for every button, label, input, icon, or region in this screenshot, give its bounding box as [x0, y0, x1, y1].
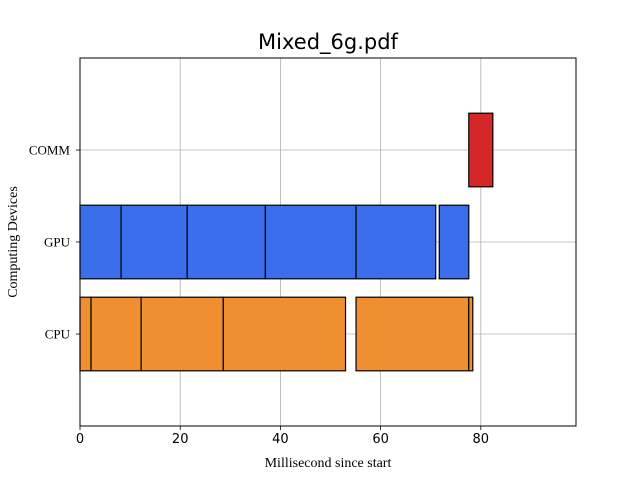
y-tick-label-cpu: CPU [45, 327, 71, 342]
bar-segment-cpu [90, 296, 142, 372]
y-tick-label-comm: COMM [29, 143, 71, 158]
bar-segment-gpu [79, 204, 122, 280]
x-tick-label: 20 [172, 432, 189, 447]
bar-segment-cpu [222, 296, 347, 372]
bar-segment-cpu [468, 296, 474, 372]
chart-title: Mixed_6g.pdf [258, 30, 399, 55]
bar-segment-gpu [355, 204, 437, 280]
x-tick-label: 80 [473, 432, 490, 447]
x-axis-label: Millisecond since start [265, 456, 392, 471]
y-tick-label-gpu: GPU [44, 235, 71, 250]
y-axis-label: Computing Devices [6, 186, 21, 298]
bar-segment-gpu [438, 204, 470, 280]
bar-segment-gpu [120, 204, 188, 280]
bar-segment-gpu [264, 204, 357, 280]
bar-segments [79, 112, 494, 372]
axis-ticks: 0 20 40 60 80 CPU GPU COMM [29, 143, 489, 448]
bar-segment-cpu [79, 296, 92, 372]
bar-segment-cpu [355, 296, 470, 372]
bar-segment-cpu [140, 296, 224, 372]
x-tick-label: 60 [372, 432, 389, 447]
bar-segment-gpu [186, 204, 266, 280]
x-tick-label: 40 [272, 432, 289, 447]
bar-segment-comm [468, 112, 494, 188]
x-tick-label: 0 [76, 432, 84, 447]
